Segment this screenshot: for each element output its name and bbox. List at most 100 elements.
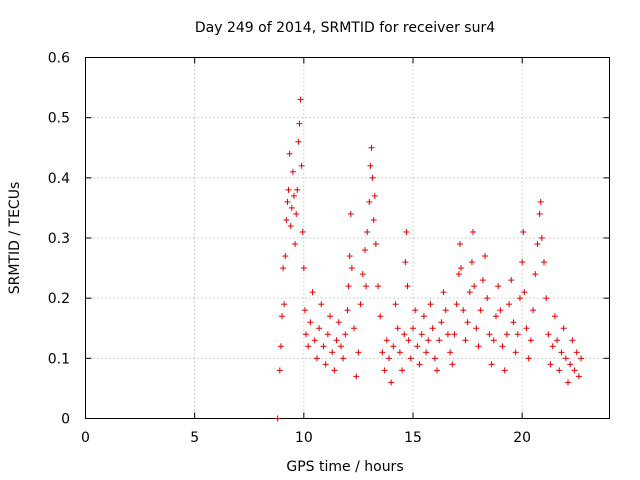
data-point (482, 253, 489, 260)
data-point (329, 349, 336, 356)
data-point (293, 210, 300, 217)
data-point (486, 331, 493, 338)
data-point (479, 277, 486, 284)
data-point (440, 289, 447, 296)
data-point (277, 343, 284, 350)
data-point (344, 307, 351, 314)
data-point (327, 313, 334, 320)
data-point (307, 319, 314, 326)
data-point (303, 331, 310, 338)
data-point (560, 325, 567, 332)
data-point (377, 313, 384, 320)
data-point (497, 307, 504, 314)
data-point (573, 349, 580, 356)
data-point (383, 337, 390, 344)
data-point (287, 222, 294, 229)
data-point (298, 162, 305, 169)
chart-title: Day 249 of 2014, SRMTID for receiver sur… (195, 20, 495, 36)
data-point (538, 235, 545, 241)
data-point (295, 138, 302, 145)
data-point (416, 361, 423, 368)
grid (85, 57, 610, 419)
x-tick-label: 0 (81, 430, 90, 446)
x-tick-label: 10 (295, 430, 313, 446)
data-point (276, 367, 283, 374)
data-point (456, 241, 463, 248)
y-tick-label: 0.3 (48, 231, 70, 247)
data-point (285, 186, 292, 193)
data-point (357, 301, 364, 308)
data-point (340, 355, 347, 362)
data-point (527, 337, 534, 344)
data-point (484, 295, 491, 302)
data-point (405, 337, 412, 344)
data-point (313, 355, 320, 362)
data-point (549, 343, 556, 350)
data-point (547, 361, 554, 368)
data-point (516, 295, 523, 302)
data-point (392, 301, 399, 308)
data-point (519, 259, 526, 266)
data-point (369, 174, 376, 181)
y-tick-label: 0.6 (48, 51, 70, 67)
data-point (556, 367, 563, 374)
data-point (320, 343, 327, 350)
data-point (466, 289, 473, 296)
data-point (506, 301, 513, 308)
data-point (508, 277, 515, 284)
data-point (565, 379, 572, 386)
data-point (401, 331, 408, 338)
data-point (294, 186, 301, 193)
data-point (471, 283, 478, 290)
data-point (562, 355, 569, 362)
data-point (361, 247, 368, 254)
data-point (534, 241, 541, 248)
data-point (477, 307, 484, 314)
data-point (363, 283, 370, 290)
data-point (274, 415, 281, 422)
data-point (289, 168, 296, 175)
data-point (578, 355, 585, 362)
data-point (460, 307, 467, 314)
data-point (402, 259, 409, 266)
data-point (434, 367, 441, 374)
x-axis: 0 5 10 15 20 (81, 57, 531, 446)
x-tick-label: 15 (404, 430, 422, 446)
data-point (299, 228, 306, 235)
data-point (551, 313, 558, 320)
y-tick-label: 0.1 (48, 351, 70, 367)
data-point (468, 259, 475, 266)
data-point (510, 319, 517, 326)
data-point (324, 331, 331, 338)
data-point (364, 228, 371, 235)
data-point (286, 150, 293, 157)
y-tick-label: 0 (61, 412, 70, 428)
data-point (458, 265, 465, 272)
data-point (368, 144, 375, 151)
data-point (371, 192, 378, 199)
data-point (543, 295, 550, 302)
data-point (394, 325, 401, 332)
data-point (521, 289, 528, 296)
data-point (381, 367, 388, 374)
data-point (385, 355, 392, 362)
data-point (396, 349, 403, 356)
data-point (501, 367, 508, 374)
data-point (451, 331, 458, 338)
data-point (309, 289, 316, 296)
data-point (347, 210, 354, 217)
data-point (427, 301, 434, 308)
data-point (488, 361, 495, 368)
data-point (455, 271, 462, 278)
data-point (333, 337, 340, 344)
data-point (431, 355, 438, 362)
data-point (475, 343, 482, 350)
data-point (331, 367, 338, 374)
data-point (473, 325, 480, 332)
data-point (554, 337, 561, 344)
data-point (490, 337, 497, 344)
data-point (525, 355, 532, 362)
data-point (418, 331, 425, 338)
x-tick-label: 5 (190, 430, 199, 446)
